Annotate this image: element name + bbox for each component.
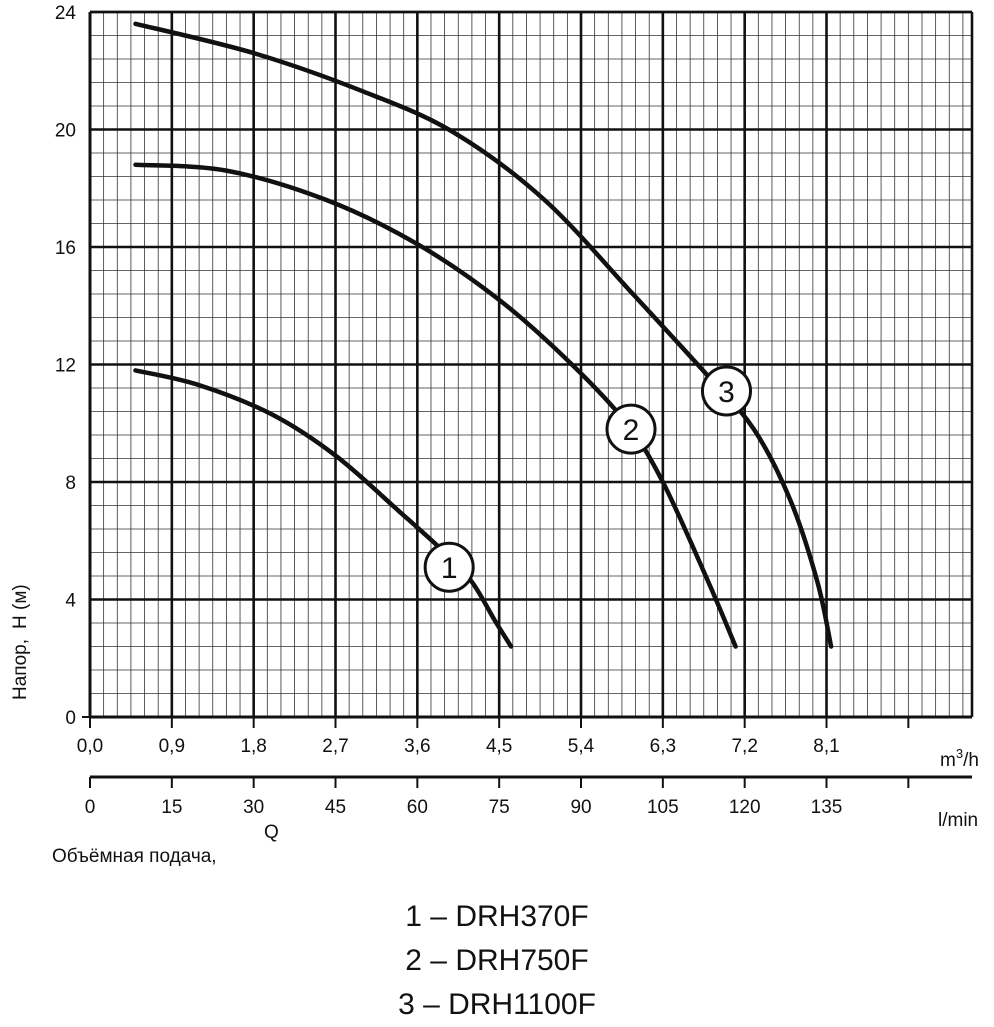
x-tick-labels-m3h: 0,0 0,9 1,8 2,7 3,6 4,5 5,4 6,3 7,2 8,1 (77, 736, 840, 757)
x-tick-label-lmin: 120 (729, 797, 761, 818)
x-tick-label-m3h: 0,0 (77, 736, 103, 757)
x-tick-label-m3h: 7,2 (731, 736, 757, 757)
curve-3 (133, 21, 834, 649)
curve-label-1: 1 (441, 552, 458, 585)
curve-labels: 1 2 3 (423, 365, 752, 593)
x-axis-label: Объёмная подача, (52, 846, 217, 867)
y-tick-label: 12 (55, 356, 76, 377)
curve-label-circle-3 (700, 365, 752, 417)
y-tick-label: 20 (55, 121, 76, 142)
curve-1 (133, 368, 514, 649)
axes (82, 10, 974, 788)
x-axis-symbol: Q (264, 822, 279, 843)
x-tick-label-m3h: 1,8 (240, 736, 266, 757)
y-tick-labels: 0 4 8 12 16 20 24 (55, 3, 77, 729)
x-tick-label-m3h: 8,1 (813, 736, 839, 757)
x-tick-label-lmin: 90 (570, 797, 591, 818)
curve-label-3: 3 (718, 376, 735, 409)
y-axis-label: Напор, H (м) (10, 584, 31, 700)
curve-label-2: 2 (623, 414, 640, 447)
x-tick-labels-lmin: 0 15 30 45 60 75 90 105 120 135 (85, 797, 843, 818)
x-tick-label-lmin: 105 (647, 797, 679, 818)
x-tick-label-lmin: 135 (811, 797, 843, 818)
y-axis-label-name: Напор, (10, 639, 31, 700)
curve-label-circle-2 (605, 403, 657, 455)
x-tick-label-lmin: 30 (243, 797, 264, 818)
x-tick-label-lmin: 15 (161, 797, 182, 818)
x-tick-label-lmin: 0 (85, 797, 96, 818)
y-tick-label: 8 (65, 473, 76, 494)
curve-label-circle-1 (423, 541, 475, 593)
legend-item-1: 1 – DRH370F (405, 900, 589, 933)
curves (133, 21, 834, 649)
legend-item-2: 2 – DRH750F (405, 944, 589, 977)
y-axis-label-symbol: H (м) (10, 584, 31, 629)
x-tick-label-m3h: 4,5 (486, 736, 512, 757)
x-tick-label-m3h: 2,7 (322, 736, 348, 757)
x-unit-lmin: l/min (938, 810, 978, 831)
x-tick-label-m3h: 5,4 (568, 736, 595, 757)
y-tick-label: 4 (65, 591, 76, 612)
x-tick-label-m3h: 6,3 (650, 736, 676, 757)
major-grid (90, 10, 972, 717)
y-tick-label: 0 (65, 708, 76, 729)
legend-item-3: 3 – DRH1100F (398, 988, 596, 1021)
curve-2 (133, 162, 738, 649)
y-tick-label: 24 (55, 3, 77, 24)
x-tick-label-lmin: 60 (407, 797, 428, 818)
x-tick-label-lmin: 75 (489, 797, 510, 818)
y-tick-label: 16 (55, 238, 76, 259)
x-tick-label-lmin: 45 (325, 797, 346, 818)
legend: 1 – DRH370F 2 – DRH750F 3 – DRH1100F (0, 895, 994, 1027)
x-tick-label-m3h: 0,9 (159, 736, 185, 757)
x-tick-label-m3h: 3,6 (404, 736, 430, 757)
x-unit-m3h: m3/h (940, 746, 979, 771)
